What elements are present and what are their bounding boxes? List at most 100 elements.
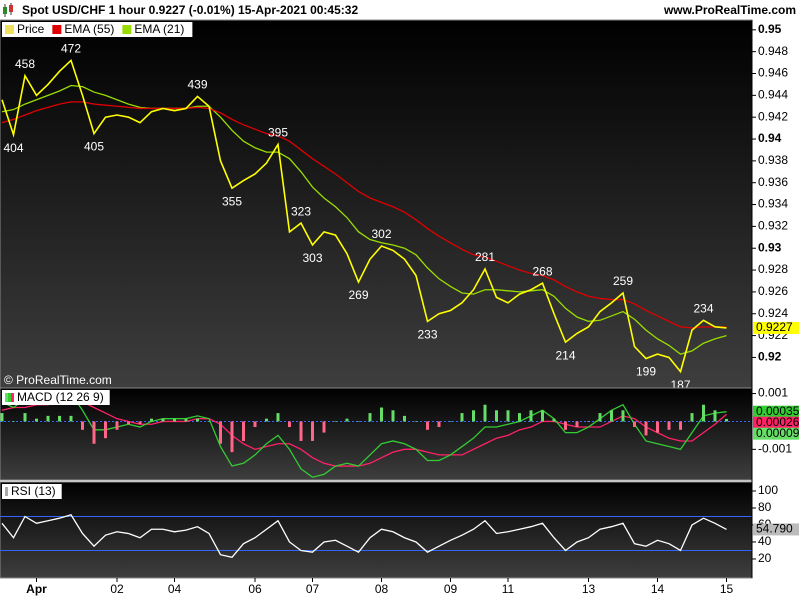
- histogram-bar: [184, 418, 188, 422]
- legend-swatch: [5, 487, 8, 496]
- histogram-bar: [288, 421, 291, 428]
- y-tick-label: 0.924: [758, 306, 788, 320]
- value-label: 303: [302, 251, 322, 265]
- histogram-bar: [725, 418, 728, 422]
- histogram-bar: [472, 410, 475, 422]
- legend-swatch: [5, 25, 14, 34]
- value-label: 199: [636, 365, 656, 379]
- last-value-label: 0.00026: [756, 415, 800, 429]
- panel-title: RSI (13): [11, 484, 56, 498]
- value-label: 269: [348, 288, 368, 302]
- histogram-bar: [58, 415, 61, 422]
- panel-title: MACD (12 26 9): [17, 390, 104, 404]
- histogram-bar: [679, 421, 682, 430]
- value-label: 268: [532, 264, 552, 278]
- indicator-line: [1, 398, 727, 467]
- value-label: 281: [475, 250, 495, 264]
- histogram-bar: [127, 421, 130, 425]
- legend-label: EMA (55): [64, 22, 114, 36]
- histogram-bar: [138, 421, 142, 425]
- histogram-bar: [12, 421, 15, 422]
- y-tick-label: 0.936: [758, 175, 788, 189]
- histogram-bar: [518, 413, 521, 422]
- y-tick-label: 40: [758, 534, 772, 548]
- value-label: 355: [222, 194, 242, 208]
- y-tick-label: 0.926: [758, 284, 788, 298]
- histogram-bar: [311, 421, 314, 441]
- value-label: 395: [268, 126, 288, 140]
- histogram-bar: [196, 418, 199, 422]
- histogram-bar: [69, 415, 73, 422]
- histogram-bar: [81, 421, 84, 430]
- panel-background: [0, 19, 753, 389]
- histogram-bar: [161, 418, 165, 422]
- indicator-line: [1, 101, 727, 329]
- value-label: 404: [3, 141, 23, 155]
- histogram-bar: [173, 418, 176, 422]
- value-label: 458: [15, 57, 35, 71]
- copyright: © ProRealTime.com: [4, 373, 112, 387]
- price-line: [1, 58, 727, 374]
- x-tick-label: 07: [306, 582, 320, 596]
- histogram-bar: [253, 421, 257, 428]
- x-tick-label: 14: [651, 582, 665, 596]
- last-value-box: [753, 405, 799, 418]
- y-tick-label: 0.001: [758, 386, 788, 400]
- indicator-line: [1, 392, 727, 478]
- histogram-bar: [115, 421, 119, 430]
- legend: Price EMA (55) EMA (21): [2, 22, 193, 37]
- x-tick-label: 04: [168, 582, 182, 596]
- histogram-bar: [380, 407, 383, 422]
- histogram-bar: [92, 421, 96, 444]
- y-tick-label: 0.946: [758, 66, 788, 80]
- histogram-bar: [265, 418, 268, 422]
- last-value-label: 54.790: [756, 522, 793, 536]
- histogram-bar: [345, 418, 349, 422]
- histogram-bar: [621, 410, 625, 422]
- y-tick-label: 0.95: [758, 22, 782, 36]
- histogram-bar: [587, 421, 590, 422]
- histogram-bar: [35, 418, 38, 422]
- histogram-bar: [437, 421, 441, 428]
- histogram-bar: [633, 421, 636, 428]
- x-tick-label: 15: [720, 582, 734, 596]
- histogram-bar: [552, 418, 556, 422]
- value-label: 323: [291, 204, 311, 218]
- x-tick-label: 11: [502, 582, 515, 596]
- y-tick-label: 0.938: [758, 153, 788, 167]
- y-tick-label: 100: [758, 483, 778, 497]
- histogram-bar: [667, 421, 671, 430]
- x-tick-label: Apr: [26, 582, 47, 596]
- histogram-bar: [598, 413, 602, 422]
- histogram-bar: [713, 410, 717, 422]
- histogram-bar: [564, 421, 567, 430]
- last-value-box: [753, 321, 799, 334]
- histogram-bar: [690, 413, 694, 422]
- last-value-label: 0.9227: [756, 320, 793, 334]
- histogram-bar: [575, 421, 579, 428]
- y-tick-label: 80: [758, 500, 772, 514]
- chart-title: Spot USD/CHF 1 hour 0.9227 (-0.01%) 15-A…: [22, 3, 358, 17]
- legend-swatch: [5, 393, 8, 402]
- histogram-bar: [460, 413, 464, 422]
- histogram-bar: [357, 421, 360, 422]
- histogram-bar: [656, 421, 659, 433]
- panels: 0.95 0.948 0.946 0.944 0.942 0.94 0.938 0.936 0.…: [0, 19, 800, 596]
- last-value-label: 0.00035: [756, 404, 800, 418]
- y-tick-label: 0.928: [758, 262, 788, 276]
- histogram-bar: [449, 421, 452, 422]
- y-tick-label: 0.93: [758, 240, 782, 254]
- histogram-bar: [529, 410, 533, 422]
- histogram-bar: [46, 415, 50, 422]
- panel-background: [0, 387, 753, 481]
- histogram-bar: [299, 421, 303, 441]
- histogram-bar: [702, 404, 705, 422]
- histogram-bar: [495, 410, 498, 422]
- legend-swatch: [8, 393, 11, 402]
- x-tick-label: 06: [248, 582, 262, 596]
- x-tick-label: 09: [444, 582, 458, 596]
- app-icon: [3, 3, 13, 17]
- value-label: 439: [187, 78, 207, 92]
- legend-swatch: [122, 25, 132, 34]
